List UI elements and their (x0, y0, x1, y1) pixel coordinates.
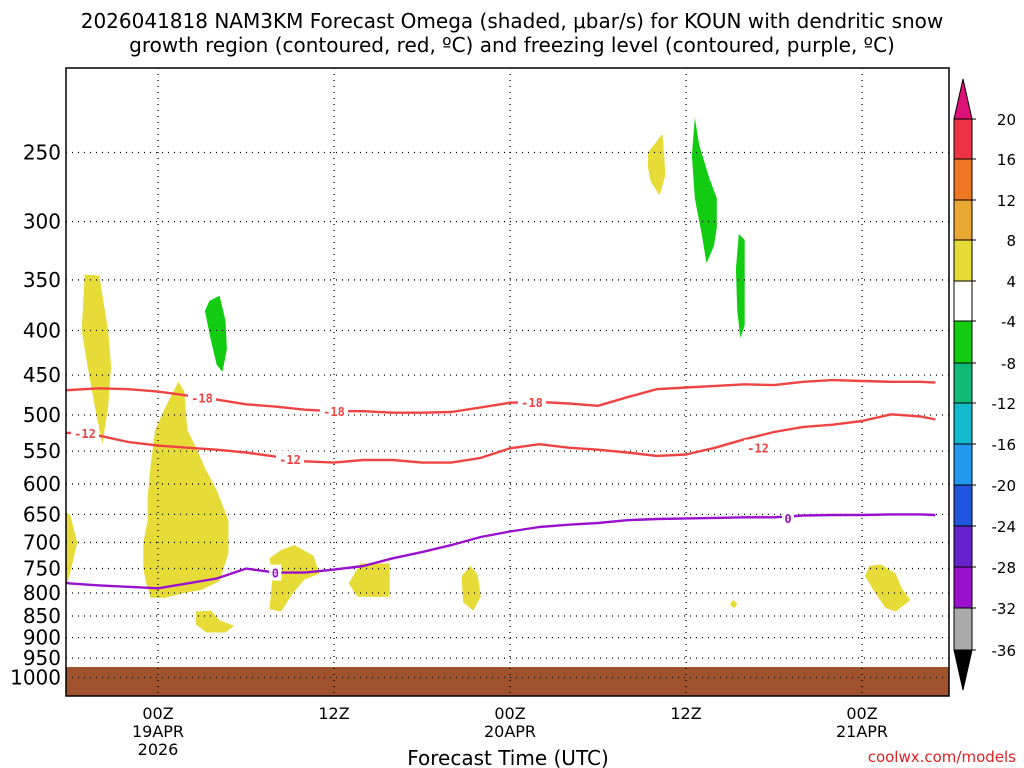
y-tick-label: 250 (23, 141, 61, 165)
x-tick-label: 00Z (846, 704, 877, 723)
colorbar-bin (953, 607, 973, 651)
colorbar-label: -32 (992, 600, 1017, 618)
colorbar-bin (953, 362, 973, 404)
colorbar-label: 20 (997, 111, 1016, 129)
colorbar-bin (953, 239, 973, 282)
colorbar-label: -16 (992, 436, 1017, 454)
contour-label: -18 (323, 405, 345, 419)
x-tick-label: 21APR (836, 722, 888, 741)
colorbar-bin (953, 320, 973, 364)
credit-text: coolwx.com/models (868, 748, 1016, 766)
omega-region-8 (348, 563, 390, 597)
y-tick-label: 650 (23, 502, 61, 526)
contour-label: 0 (784, 512, 791, 526)
y-tick-label: 700 (23, 530, 61, 554)
x-axis-label: Forecast Time (UTC) (407, 746, 609, 768)
contour-label: -18 (521, 396, 543, 410)
y-tick-label: 350 (23, 268, 61, 292)
omega-region-11 (691, 117, 717, 264)
x-tick-label: 00Z (494, 704, 525, 723)
x-tick-label: 20APR (484, 722, 536, 741)
colorbar-label: -8 (1001, 355, 1016, 373)
colorbar-bin (953, 158, 973, 201)
omega-region-5 (196, 610, 235, 633)
contour-line-1 (66, 413, 936, 464)
colorbar-label: 8 (1006, 232, 1016, 250)
colorbar-label: -12 (992, 395, 1017, 413)
y-tick-label: 1000 (10, 666, 61, 690)
contour-label-bg (188, 389, 217, 406)
y-tick-label: 600 (23, 472, 61, 496)
colorbar-label: 16 (997, 151, 1016, 169)
colorbar-bin (953, 443, 973, 486)
x-tick-label: 00Z (142, 704, 173, 723)
contour-label: -12 (74, 427, 96, 441)
x-tick-label: 19APR (132, 722, 184, 741)
contour-label-bg (744, 439, 772, 456)
colorbar-label: -36 (992, 642, 1017, 660)
colorbar-label: 4 (1006, 273, 1016, 291)
omega-region-4 (143, 381, 229, 598)
contour-label-bg (276, 450, 305, 467)
colorbar-bottom-arrow (953, 649, 973, 691)
contour-label: 0 (272, 567, 279, 581)
colorbar: 20 16 12 8 4 -4 -8 -12 -16 -20 -24 -28 -32 -36 (953, 78, 1017, 691)
colorbar-bin (953, 402, 973, 445)
contour-label-bg (518, 394, 547, 411)
omega-region-7 (269, 545, 320, 612)
contour-label-bg (71, 424, 99, 441)
omega-region-9 (461, 566, 481, 611)
colorbar-bin (953, 484, 973, 527)
contour-label-bg (782, 509, 794, 526)
chart-title-line2: growth region (contoured, red, ºC) and f… (129, 33, 895, 57)
colorbar-label: -20 (992, 477, 1017, 495)
y-tick-label: 850 (23, 604, 61, 628)
colorbar-bin (953, 566, 973, 609)
omega-shading (66, 117, 911, 633)
colorbar-bin (953, 199, 973, 241)
x-tick-label: 12Z (318, 704, 349, 723)
omega-region-14 (864, 564, 911, 612)
y-tick-label: 550 (23, 439, 61, 463)
y-tick-label: 800 (23, 581, 61, 605)
omega-region-13 (730, 600, 738, 609)
omega-region-10 (647, 133, 666, 196)
colorbar-bin (953, 525, 973, 568)
terrain-band (66, 667, 949, 696)
x-tick-label: 2026 (138, 740, 179, 759)
y-tick-label: 300 (23, 210, 61, 234)
chart-title-line1: 2026041818 NAM3KM Forecast Omega (shaded… (81, 9, 944, 33)
y-tick-label: 950 (23, 646, 61, 670)
plot-frame (65, 67, 950, 697)
omega-region-0 (66, 512, 78, 587)
y-tick-label: 400 (23, 319, 61, 343)
y-tick-label: 900 (23, 626, 61, 650)
y-tick-label: 500 (23, 403, 61, 427)
omega-region-6 (204, 295, 227, 372)
y-axis: 2503003504004505005506006507007508008509… (10, 141, 61, 690)
y-tick-label: 450 (23, 363, 61, 387)
colorbar-top-arrow (953, 78, 973, 120)
contour-label: -12 (279, 453, 301, 467)
terrain-fill (66, 667, 949, 696)
contour-label: -12 (747, 442, 769, 456)
contour-labels: -18 -18 -18 -12 -12 -12 0 0 (71, 389, 794, 581)
contour-label-bg (269, 564, 282, 581)
colorbar-label: 12 (997, 192, 1016, 210)
contour-label: -18 (191, 392, 213, 406)
omega-region-12 (735, 234, 745, 338)
colorbar-label: -24 (992, 518, 1017, 536)
contour-line-0 (66, 378, 936, 414)
colorbar-label: -28 (992, 559, 1017, 577)
y-tick-label: 750 (23, 557, 61, 581)
colorbar-bin (953, 280, 973, 322)
colorbar-label: -4 (1001, 313, 1016, 331)
x-tick-label: 12Z (670, 704, 701, 723)
omega-region-3 (81, 274, 112, 445)
contour-label-bg (320, 403, 349, 420)
colorbar-bin (953, 118, 973, 160)
